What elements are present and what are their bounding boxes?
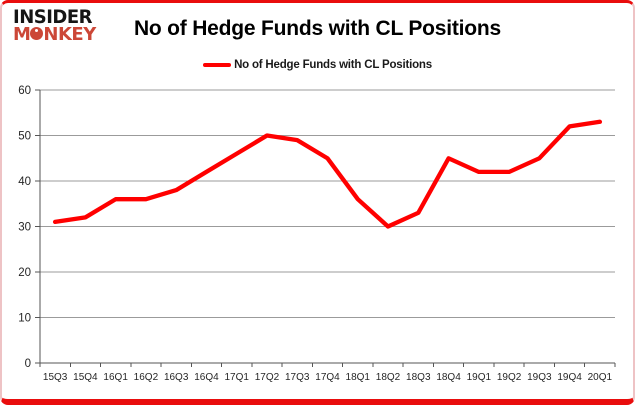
logo-line1: INSIDER: [13, 6, 93, 29]
logo-line2-prefix: M: [13, 23, 31, 45]
insider-monkey-logo: INSIDER M NKEY: [13, 6, 96, 45]
x-tick-label: 18Q4: [436, 372, 461, 383]
logo-line2-suffix: NKEY: [43, 23, 96, 45]
x-tick-label: 19Q2: [497, 372, 522, 383]
x-tick-label: 17Q4: [315, 372, 340, 383]
legend-line-swatch: [203, 63, 232, 67]
y-tick-label: 40: [18, 176, 31, 188]
x-tick-label: 17Q2: [255, 372, 280, 383]
x-tick-label: 20Q1: [588, 372, 613, 383]
x-tick-label: 15Q4: [73, 372, 98, 383]
x-tick-label: 19Q4: [557, 372, 582, 383]
x-tick-label: 18Q1: [346, 372, 371, 383]
x-tick-label: 17Q1: [224, 372, 249, 383]
x-tick-label: 16Q3: [164, 372, 189, 383]
x-tick-label: 19Q1: [467, 372, 492, 383]
x-tick-label: 16Q4: [194, 372, 219, 383]
y-tick-label: 0: [25, 358, 31, 370]
x-tick-label: 16Q2: [134, 372, 159, 383]
logo-line2: M NKEY: [13, 23, 96, 45]
x-tick-label: 19Q3: [527, 372, 552, 383]
x-tick-label: 15Q3: [43, 372, 68, 383]
y-tick-label: 50: [18, 131, 31, 143]
y-tick-label: 60: [18, 85, 31, 97]
x-tick-label: 16Q1: [103, 372, 128, 383]
legend-label: No of Hedge Funds with CL Positions: [234, 59, 432, 71]
series-line: [52, 119, 603, 229]
monkey-o-icon: [30, 26, 44, 40]
x-tick-label: 18Q3: [406, 372, 431, 383]
chart-legend: No of Hedge Funds with CL Positions: [2, 59, 633, 71]
x-tick-label: 17Q3: [285, 372, 310, 383]
y-tick-label: 30: [18, 222, 31, 234]
y-tick-label: 20: [18, 267, 31, 279]
chart-title: No of Hedge Funds with CL Positions: [133, 17, 502, 40]
x-tick-label: 18Q2: [376, 372, 401, 383]
y-tick-label: 10: [18, 313, 31, 325]
line-chart: 0 10 20 30 40 50 60 15Q3 15Q4 16Q1 16Q2 16Q3 16Q4 17Q…: [18, 85, 616, 383]
